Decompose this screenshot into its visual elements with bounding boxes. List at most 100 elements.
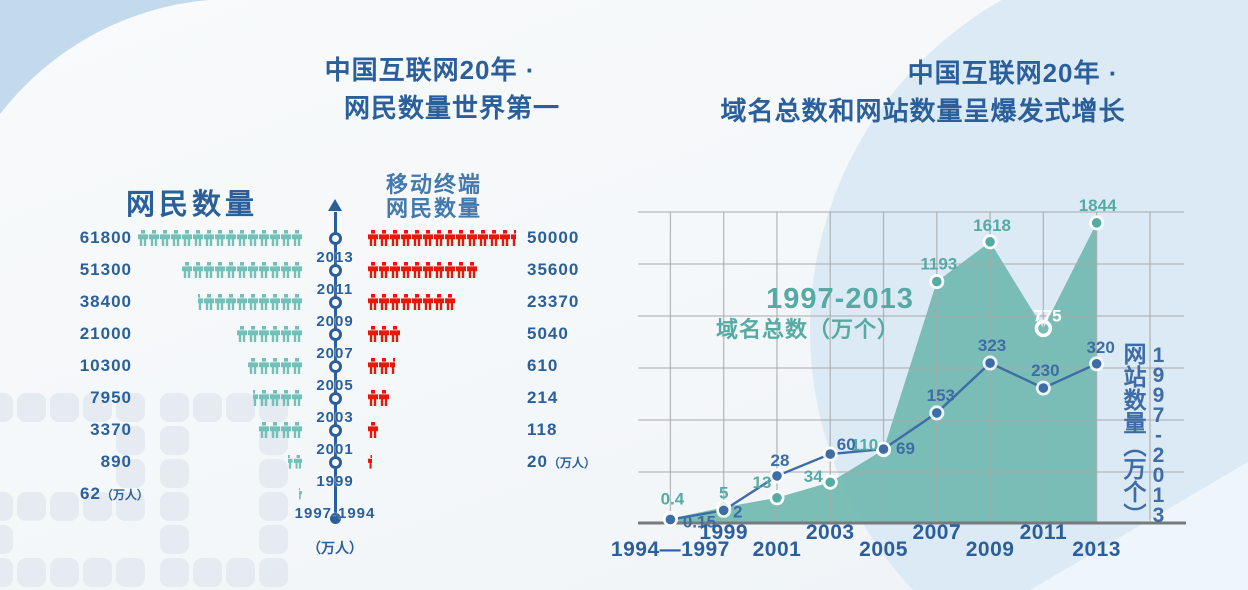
netizen-value: 3370 xyxy=(90,420,132,439)
person-icon xyxy=(281,422,291,438)
timeline-node xyxy=(328,423,342,437)
person-icon xyxy=(182,230,192,246)
person-icon xyxy=(259,358,269,374)
timeline-node xyxy=(328,231,342,245)
person-icon xyxy=(390,262,400,278)
person-icon xyxy=(292,422,302,438)
timeline-node xyxy=(328,455,342,469)
person-icon xyxy=(423,294,433,310)
domain-point xyxy=(1091,218,1102,228)
person-icon xyxy=(292,390,302,406)
person-icon xyxy=(248,358,258,374)
domain-point xyxy=(1034,319,1053,338)
person-icon xyxy=(434,294,444,310)
person-icon xyxy=(445,230,455,246)
domain-value-label: 110 xyxy=(851,436,878,455)
chart-annotation-series: 域名总数（万个） xyxy=(715,317,901,342)
person-icon xyxy=(281,358,291,374)
person-icon xyxy=(248,294,258,310)
person-icon xyxy=(226,230,236,246)
netizen-value: 61800 xyxy=(79,228,132,247)
right-title-line2: 域名总数和网站数量呈爆发式增长 xyxy=(720,96,1126,126)
person-icon xyxy=(270,294,280,310)
mobile-value: 35600 xyxy=(527,260,580,279)
x-axis-label: 1994—1997 xyxy=(611,538,730,561)
domain-point xyxy=(932,276,942,287)
person-icon xyxy=(423,230,433,246)
person-icon xyxy=(270,262,280,278)
person-icon xyxy=(368,230,378,246)
timeline-year-label: 2013 xyxy=(316,249,354,266)
domain-value-label: 34 xyxy=(804,467,823,486)
timeline-node xyxy=(328,359,342,373)
mobile-icon-row xyxy=(368,350,526,382)
person-icon xyxy=(500,230,510,246)
person-icon xyxy=(292,262,302,278)
person-icon xyxy=(390,326,400,342)
person-icon xyxy=(237,294,247,310)
left-title-line1: 中国互联网20年 · xyxy=(324,55,536,85)
mobile-icon-row xyxy=(368,286,526,318)
website-value-label: 230 xyxy=(1031,361,1059,380)
person-icon xyxy=(379,390,389,406)
person-icon-partial xyxy=(299,488,302,500)
person-icon xyxy=(270,326,280,342)
decor-tile xyxy=(17,393,46,422)
domain-value-label: 1193 xyxy=(920,255,957,274)
person-icon xyxy=(412,262,422,278)
person-icon xyxy=(248,230,258,246)
person-icon xyxy=(270,422,280,438)
x-axis-label: 2013 xyxy=(1072,538,1121,561)
person-icon xyxy=(401,262,411,278)
website-value-label: 28 xyxy=(770,451,789,470)
person-icon xyxy=(368,422,378,438)
decor-tile xyxy=(259,558,288,587)
decor-tile xyxy=(259,492,288,521)
decor-tile xyxy=(116,558,145,587)
timeline-arrow xyxy=(328,199,342,211)
decor-tile xyxy=(160,393,189,422)
website-point xyxy=(1091,358,1102,369)
netizen-value: 7950 xyxy=(90,388,132,407)
mobile-icon-row xyxy=(368,254,526,286)
person-icon xyxy=(401,294,411,310)
website-value-label: 153 xyxy=(927,386,955,405)
netizen-icon-row xyxy=(120,286,302,318)
right-title-line1: 中国互联网20年 · xyxy=(907,58,1119,88)
person-icon xyxy=(511,230,516,246)
netizen-icon-row xyxy=(120,478,302,510)
website-value-label: 323 xyxy=(978,336,1006,355)
mobile-value: 50000 xyxy=(527,228,580,247)
domain-value-label: 1618 xyxy=(973,216,1011,235)
decor-tile xyxy=(83,393,112,422)
person-icon xyxy=(237,326,247,342)
website-point xyxy=(932,408,942,418)
person-icon xyxy=(204,230,214,246)
decor-tile xyxy=(116,459,145,488)
person-icon xyxy=(281,390,291,406)
mobile-icon-row xyxy=(368,446,526,478)
decor-tile xyxy=(160,426,189,455)
person-icon xyxy=(160,230,170,246)
timeline-year-label: 2005 xyxy=(316,377,354,394)
right-axis-title: 网站数量（万个） xyxy=(1120,342,1146,526)
x-axis-label: 2011 xyxy=(1020,521,1068,544)
website-point xyxy=(1038,383,1049,393)
person-icon xyxy=(259,294,269,310)
website-value-label: 69 xyxy=(896,439,915,458)
person-icon xyxy=(368,294,378,310)
person-icon xyxy=(281,326,291,342)
website-point xyxy=(878,444,889,454)
person-icon xyxy=(204,294,214,310)
person-icon xyxy=(215,230,225,246)
timeline-node xyxy=(328,263,342,277)
decor-tile xyxy=(160,492,189,521)
person-icon xyxy=(489,230,499,246)
decor-tile xyxy=(17,492,46,521)
person-icon xyxy=(293,455,302,469)
netizen-value: 21000 xyxy=(79,324,132,343)
decor-tile xyxy=(160,459,189,488)
person-icon xyxy=(182,262,192,278)
person-icon xyxy=(259,326,269,342)
person-icon xyxy=(237,230,247,246)
